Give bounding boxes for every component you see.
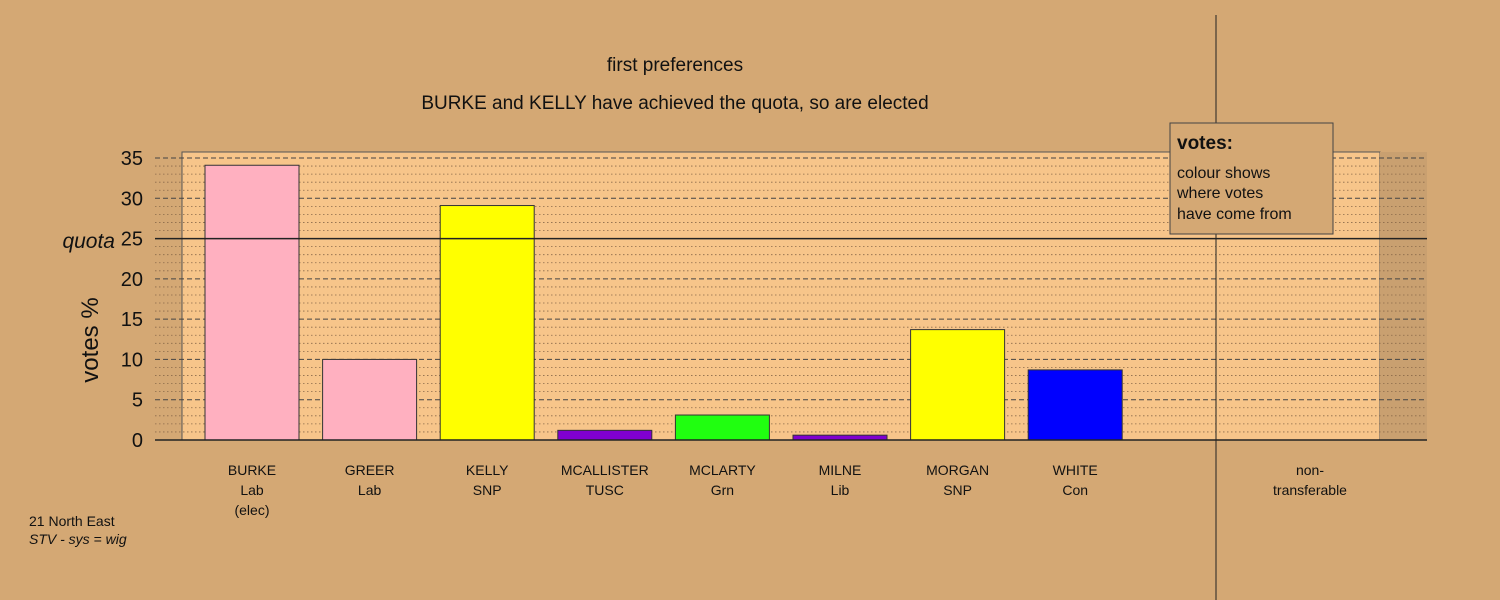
legend: votes: colour shows where votes have com… (1169, 122, 1334, 235)
bar-greer (322, 358, 418, 441)
y-axis-label: votes % (77, 297, 104, 382)
bar-mclarty (674, 414, 770, 441)
nontransferable-label-line1: non- (1296, 462, 1324, 478)
x-label-party: SNP (473, 482, 502, 498)
legend-line-1: colour shows (1177, 165, 1270, 182)
legend-title: votes: (1177, 133, 1233, 154)
bar-mcallister (557, 429, 653, 441)
bar-morgan (910, 329, 1006, 441)
y-tick-label: 10 (121, 349, 143, 371)
legend-line-3: have come from (1177, 206, 1292, 223)
x-label-party: Lab (358, 482, 382, 498)
y-tick-label: 15 (121, 309, 143, 331)
x-axis-labels: BURKE Lab (elec) GREER Lab KELLY SNP MCALLISTER… (228, 462, 1098, 518)
x-label-name: GREER (345, 462, 395, 478)
x-label-name: MILNE (819, 462, 862, 478)
y-tick-label: 20 (121, 269, 143, 291)
bar-kelly (439, 205, 535, 441)
chart-subtitle: BURKE and KELLY have achieved the quota,… (421, 93, 928, 114)
x-label-name: WHITE (1053, 462, 1098, 478)
x-label-name: KELLY (466, 462, 509, 478)
bar-white (1027, 369, 1123, 441)
y-tick-label: 0 (132, 430, 143, 452)
y-tick-label: 5 (132, 390, 143, 412)
x-label-party: Con (1062, 482, 1088, 498)
x-label-name: BURKE (228, 462, 276, 478)
chart-title: first preferences (607, 55, 743, 76)
footer-constituency: 21 North East (29, 513, 115, 529)
legend-line-2: where votes (1176, 185, 1263, 202)
quota-label: quota (62, 230, 115, 253)
x-label-party: Grn (711, 482, 734, 498)
x-label-name: MCALLISTER (561, 462, 649, 478)
y-tick-label: 30 (121, 188, 143, 210)
bars (204, 164, 1123, 441)
right-strip (1380, 152, 1427, 440)
x-label-name: MORGAN (926, 462, 989, 478)
x-label-name: MCLARTY (689, 462, 756, 478)
x-label-party: SNP (943, 482, 972, 498)
x-label-party: Lab (240, 482, 264, 498)
legend-box (1169, 122, 1334, 235)
x-label-party: TUSC (586, 482, 624, 498)
y-tick-label: 35 (121, 148, 143, 170)
x-label-party: Lib (831, 482, 850, 498)
y-axis: 0 5 10 15 20 25 30 35 (121, 148, 1427, 452)
bar-burke (204, 164, 300, 441)
footer-system: STV - sys = wig (29, 531, 127, 547)
y-tick-label: 25 (121, 229, 143, 251)
x-label-note: (elec) (234, 502, 269, 518)
nontransferable-label-line2: transferable (1273, 482, 1347, 498)
